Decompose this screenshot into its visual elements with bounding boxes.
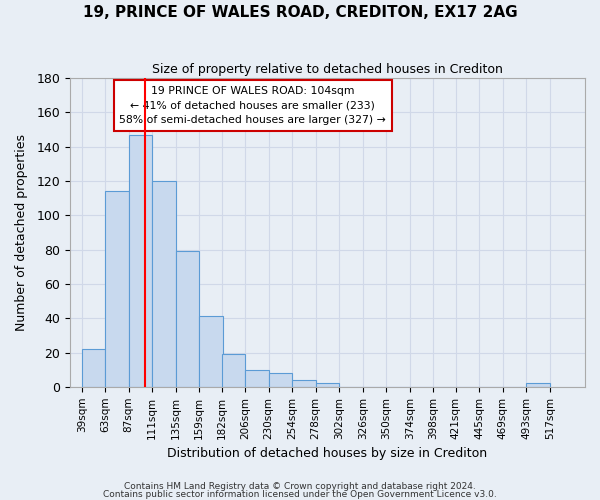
X-axis label: Distribution of detached houses by size in Crediton: Distribution of detached houses by size … [167,447,488,460]
Text: 19 PRINCE OF WALES ROAD: 104sqm
← 41% of detached houses are smaller (233)
58% o: 19 PRINCE OF WALES ROAD: 104sqm ← 41% of… [119,86,386,126]
Bar [222,354,245,387]
Bar [199,316,223,387]
Bar [152,181,176,387]
Text: 19, PRINCE OF WALES ROAD, CREDITON, EX17 2AG: 19, PRINCE OF WALES ROAD, CREDITON, EX17… [83,5,517,20]
Bar [82,349,105,387]
Bar [269,373,292,387]
Bar [105,192,128,387]
Bar [176,252,199,387]
Y-axis label: Number of detached properties: Number of detached properties [15,134,28,331]
Title: Size of property relative to detached houses in Crediton: Size of property relative to detached ho… [152,62,503,76]
Bar [292,380,316,387]
Bar [128,134,152,387]
Bar [316,384,339,387]
Bar [245,370,269,387]
Text: Contains public sector information licensed under the Open Government Licence v3: Contains public sector information licen… [103,490,497,499]
Bar [526,384,550,387]
Text: Contains HM Land Registry data © Crown copyright and database right 2024.: Contains HM Land Registry data © Crown c… [124,482,476,491]
